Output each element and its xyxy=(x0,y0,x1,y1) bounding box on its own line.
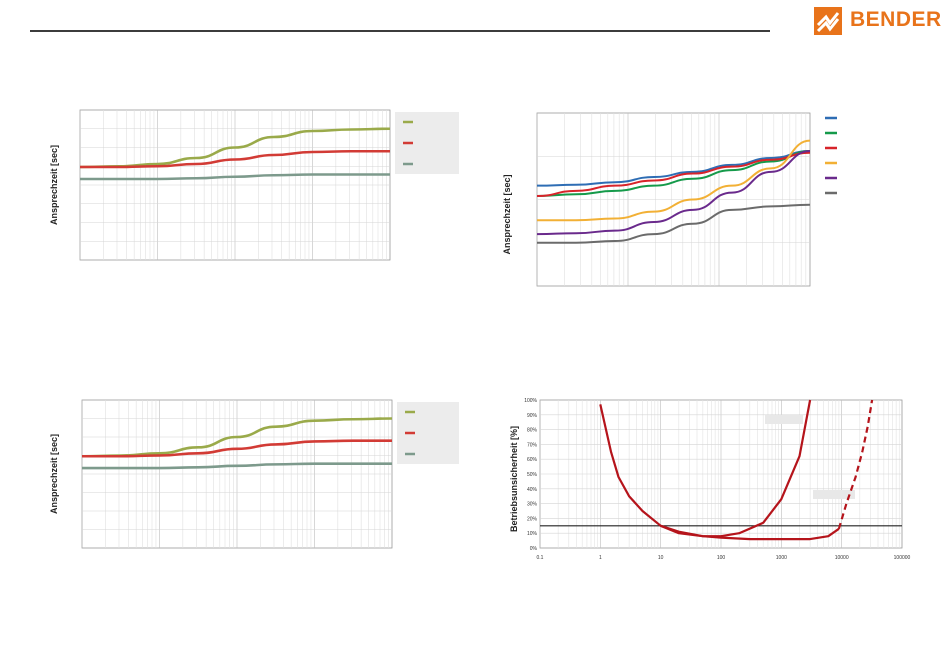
y-tick-label: 10% xyxy=(527,531,538,537)
y-tick-label: 90% xyxy=(527,413,538,419)
y-tick-label: 80% xyxy=(527,428,538,434)
series-line xyxy=(82,439,392,458)
y-tick-label: 0% xyxy=(530,546,538,552)
y-axis-label: Betriebsunsicherheit [%] xyxy=(509,426,519,532)
x-tick-label: 100 xyxy=(717,555,726,561)
x-tick-label: 10000 xyxy=(835,555,849,561)
x-tick-label: 1000 xyxy=(776,555,787,561)
y-tick-label: 60% xyxy=(527,457,538,463)
series-line xyxy=(79,173,390,181)
series-line xyxy=(837,399,874,530)
chart-top-right: Ansprechzeit [sec] xyxy=(502,112,837,287)
series-line xyxy=(536,150,811,198)
y-tick-label: 30% xyxy=(527,502,538,508)
x-tick-label: 10 xyxy=(658,555,664,561)
y-tick-label: 20% xyxy=(527,516,538,522)
series-line xyxy=(536,150,811,187)
series-line xyxy=(536,150,811,236)
chart-bottom-right: 0.1 1 10 100 1000 10000 100000 0% 10% 20% 30% 40% 50… xyxy=(509,398,911,561)
series-line xyxy=(537,203,811,244)
y-axis-label: Ansprechzeit [sec] xyxy=(49,145,59,225)
y-tick-label: 40% xyxy=(527,487,538,493)
series-line xyxy=(80,149,390,169)
y-tick-label: 100% xyxy=(524,398,537,404)
y-tick-label: 50% xyxy=(527,472,538,478)
y-tick-label: 70% xyxy=(527,442,538,448)
series-line xyxy=(81,462,392,470)
y-axis-label: Ansprechzeit [sec] xyxy=(502,174,512,254)
header-rule xyxy=(30,30,770,32)
series-line xyxy=(536,151,811,198)
x-tick-label: 100000 xyxy=(894,555,911,561)
x-tick-label: 0.1 xyxy=(537,555,544,561)
series-line xyxy=(537,139,811,222)
y-axis-label: Ansprechzeit [sec] xyxy=(49,434,59,514)
annotation-box xyxy=(813,490,855,499)
annotation-box xyxy=(765,415,803,424)
series-line xyxy=(660,524,840,541)
brand-name: BENDER xyxy=(850,8,942,31)
chart-top-left: Ansprechzeit [sec] xyxy=(49,109,459,261)
chart-bottom-left: Ansprechzeit [sec] xyxy=(49,399,459,549)
bender-logo-icon xyxy=(814,7,842,35)
x-tick-label: 1 xyxy=(599,555,602,561)
